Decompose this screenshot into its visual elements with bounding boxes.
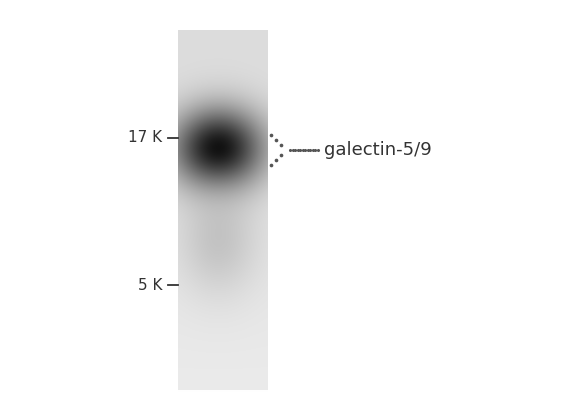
Point [285,147,294,153]
Point [276,152,285,158]
Text: galectin-5/9: galectin-5/9 [324,141,432,159]
Point [298,147,307,153]
Text: 17 K: 17 K [128,130,162,145]
Point [291,147,300,153]
Point [306,147,315,153]
Point [276,142,285,148]
Point [309,147,318,153]
Point [296,147,305,153]
Point [293,147,302,153]
Point [314,147,323,153]
Point [266,132,275,138]
Text: 5 K: 5 K [137,278,162,292]
Point [271,137,280,143]
Point [288,147,297,153]
Point [311,147,320,153]
Point [301,147,310,153]
Point [271,157,280,163]
Point [303,147,312,153]
Point [266,162,275,168]
